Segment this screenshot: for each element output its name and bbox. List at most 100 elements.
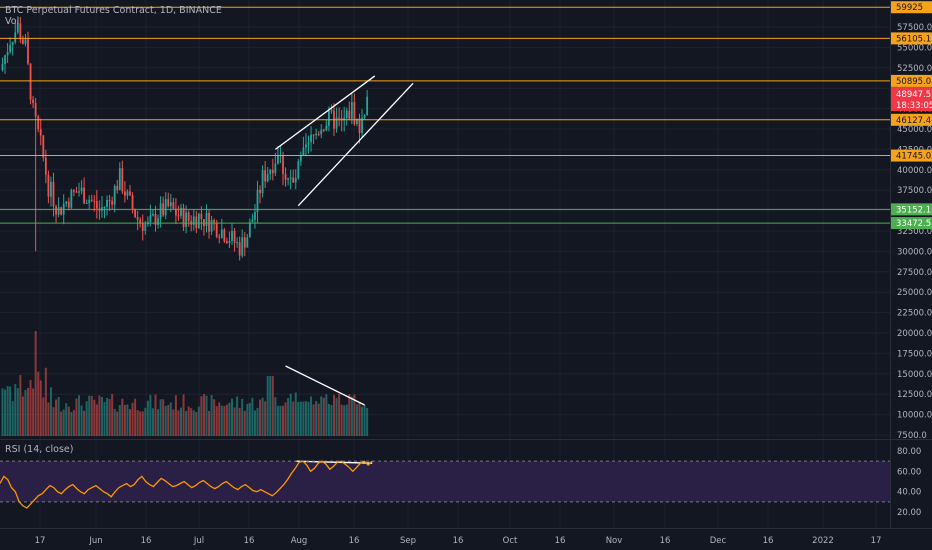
- candle-body: [4, 55, 6, 64]
- rsi-label[interactable]: RSI (14, close): [5, 444, 73, 455]
- volume-bar: [6, 386, 9, 436]
- candle-body: [67, 201, 70, 208]
- candle-body: [182, 207, 185, 228]
- volume-bar: [11, 401, 14, 436]
- price-tick-label: 7500.0: [897, 431, 927, 441]
- rsi-axis[interactable]: 80.00 60.00 40.00 20.00: [897, 447, 921, 518]
- volume-bar: [253, 410, 256, 436]
- candle-body: [305, 144, 307, 148]
- candle-body: [297, 161, 300, 178]
- volume-bar: [151, 408, 154, 436]
- volume-bar: [136, 410, 139, 436]
- volume-bar: [162, 399, 165, 436]
- horizontal-levels[interactable]: [0, 6, 891, 224]
- candle-body: [233, 230, 236, 243]
- rsi-tick-label: 80.00: [897, 447, 921, 457]
- time-tick-label: 16: [763, 536, 774, 546]
- volume-bar: [55, 399, 58, 436]
- volume-bar: [154, 394, 157, 436]
- volume-bar: [333, 394, 335, 436]
- candle-body: [205, 212, 208, 226]
- candle-body: [271, 169, 274, 174]
- volume-bar: [9, 386, 12, 436]
- candle-body: [34, 103, 37, 117]
- price-tick-label: 32500.0: [897, 227, 932, 237]
- candle-body: [154, 213, 157, 225]
- candle-body: [284, 173, 287, 180]
- time-tick-label: 16: [244, 536, 255, 546]
- candle-body: [129, 191, 131, 196]
- candle-body: [152, 213, 154, 216]
- volume-bar: [231, 398, 233, 436]
- volume-bar: [167, 404, 170, 436]
- candle-body: [52, 181, 55, 207]
- volume-bar: [131, 402, 134, 436]
- candle-body: [302, 147, 305, 156]
- volume-bar: [149, 394, 152, 436]
- candle-body: [95, 201, 98, 209]
- rsi-band: [0, 461, 890, 502]
- level-tag: [891, 1, 932, 14]
- volume-bar: [200, 396, 203, 436]
- volume-bar: [220, 405, 223, 436]
- volume-bar: [287, 398, 290, 436]
- volume-bar: [80, 405, 83, 436]
- volume-bar: [85, 401, 88, 436]
- candle-body: [353, 102, 356, 124]
- candle-body: [289, 177, 292, 179]
- candle-body: [363, 115, 366, 118]
- candle-body: [287, 178, 289, 180]
- volume-bar: [172, 409, 175, 436]
- rsi-tick-label: 60.00: [897, 467, 921, 477]
- channel-lower-line: [297, 82, 414, 207]
- volume-label[interactable]: Vol: [5, 16, 19, 27]
- price-tick-label: 45000.0: [897, 125, 932, 135]
- countdown-timer: 18:33:05: [896, 101, 932, 111]
- time-tick-label: Aug: [291, 536, 308, 546]
- volume-bar: [355, 404, 358, 436]
- volume-bar: [93, 399, 96, 436]
- candle-body: [108, 200, 111, 202]
- candle-body: [19, 23, 22, 40]
- level-tag: [891, 74, 932, 87]
- volume-bars: [1, 331, 369, 436]
- volume-bar: [320, 396, 323, 436]
- symbol-title[interactable]: BTC Perpetual Futures Contract, 1D, BINA…: [5, 5, 222, 16]
- volume-bar: [29, 380, 32, 436]
- volume-bar: [27, 387, 29, 436]
- volume-bar: [83, 410, 86, 436]
- price-tick-label: 10000.0: [897, 411, 932, 421]
- volume-bar: [266, 376, 269, 436]
- price-tick-label: 30000.0: [897, 247, 932, 257]
- volume-bar: [264, 401, 267, 436]
- candle-body: [238, 242, 241, 256]
- volume-bar: [274, 397, 277, 436]
- volume-bar: [205, 395, 208, 436]
- volume-bar: [177, 410, 180, 436]
- volume-bar: [65, 403, 68, 436]
- candle-body: [236, 242, 238, 244]
- volume-bar: [126, 404, 129, 436]
- volume-bar: [330, 405, 333, 436]
- volume-bar: [106, 397, 109, 436]
- volume-bar: [19, 375, 22, 436]
- volume-bar: [187, 406, 190, 436]
- volume-bar: [241, 398, 244, 436]
- volume-bar: [98, 395, 101, 436]
- volume-bar: [90, 395, 93, 436]
- candle-body: [22, 39, 24, 44]
- volume-bar: [271, 376, 274, 436]
- candle-body: [277, 155, 279, 164]
- candle-body: [149, 215, 152, 222]
- volume-bar: [103, 402, 106, 436]
- candle-body: [307, 142, 310, 145]
- candle-body: [65, 201, 68, 204]
- time-axis[interactable]: 17 Jun 16 Jul 16 Aug 16 Sep 16 Oct 16 Nov 16 Dec 16 202…: [35, 536, 882, 546]
- rsi-tick-label: 20.00: [897, 508, 921, 518]
- level-tag-label: 56105.1: [896, 34, 931, 44]
- volume-bar: [276, 405, 279, 436]
- volume-bar: [322, 397, 325, 436]
- level-tag: [891, 113, 932, 126]
- candle-body: [55, 206, 57, 215]
